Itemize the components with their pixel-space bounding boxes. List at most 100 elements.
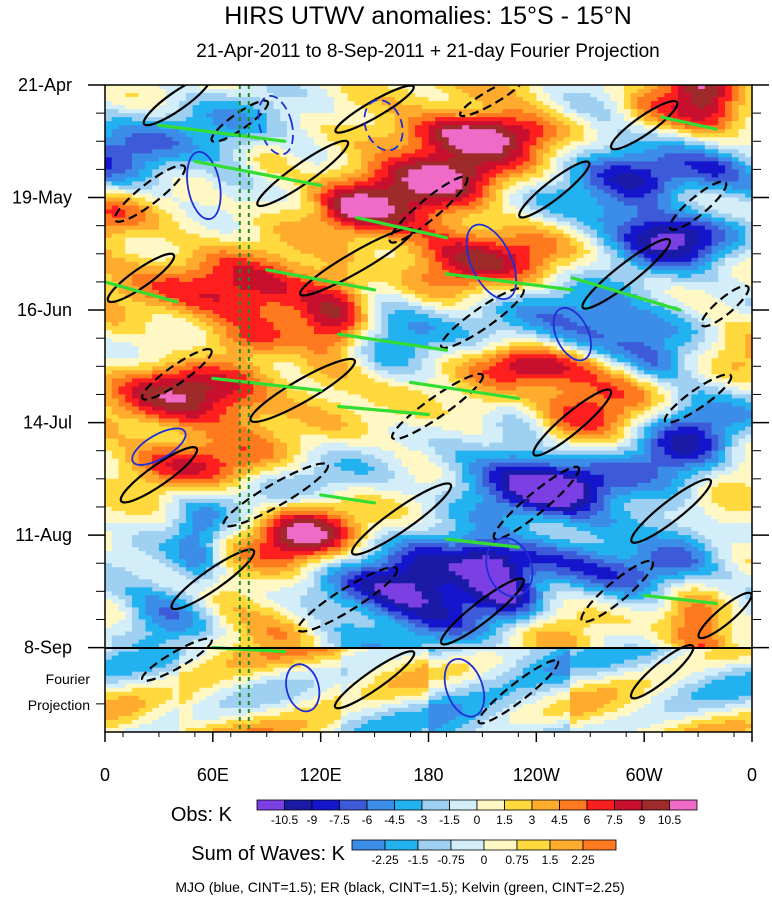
field-cell [603,89,612,94]
field-cell [179,177,187,183]
field-cell [495,269,504,275]
field-cell [118,85,126,90]
field-cell [731,241,740,247]
field-cell [630,241,639,247]
field-cell [131,85,140,90]
field-cell [516,241,524,247]
field-cell [327,129,335,134]
field-cell [623,145,632,150]
field-cell [388,265,396,271]
field-cell [482,173,490,179]
field-cell [340,101,349,106]
field-cell [131,101,140,106]
field-cell [239,197,248,203]
field-cell [273,93,281,98]
field-cell [185,245,194,251]
field-cell [549,181,558,187]
field-cell [145,109,153,114]
field-cell [502,241,510,247]
field-cell [691,273,699,279]
field-cell [280,253,288,259]
field-cell [152,85,160,90]
field-cell [543,141,551,146]
field-cell [233,273,241,279]
field-cell [280,113,288,118]
field-cell [489,229,497,235]
field-cell [361,225,369,231]
field-cell [617,141,625,146]
field-cell [455,125,463,130]
field-cell [617,281,625,287]
field-cell [529,277,537,283]
field-cell [475,213,484,219]
field-cell [704,177,713,183]
field-cell [111,197,120,203]
field-cell [529,173,537,179]
field-cell [367,157,376,162]
field-cell [212,229,221,235]
field-cell [549,189,558,195]
field-cell [664,113,672,118]
field-cell [172,93,180,98]
field-cell [489,109,497,114]
field-cell [448,93,457,98]
field-cell [650,189,659,195]
field-cell [489,237,497,243]
field-cell [428,113,436,118]
field-cell [158,257,167,263]
field-cell [415,169,423,175]
field-cell [698,205,706,211]
field-cell [354,149,362,154]
field-cell [475,289,484,295]
field-cell [307,269,315,275]
field-cell [718,133,726,138]
field-cell [549,117,558,122]
field-cell [212,125,221,130]
field-cell [185,285,194,291]
field-cell [556,245,564,251]
field-cell [158,277,167,283]
field-cell [172,241,180,247]
field-cell [441,125,450,130]
field-cell [677,225,686,231]
field-cell [172,129,180,134]
field-cell [691,125,699,130]
field-cell [617,269,625,275]
field-cell [684,261,692,267]
field-cell [206,289,214,295]
field-cell [199,273,207,279]
field-cell [590,273,598,279]
field-cell [704,93,713,98]
field-cell [361,229,369,235]
field-cell [435,149,443,154]
field-cell [219,125,227,130]
field-cell [354,145,362,150]
field-cell [725,169,733,175]
field-cell [502,197,510,203]
field-cell [206,173,214,179]
field-cell [286,133,295,138]
field-cell [543,177,551,183]
field-cell [637,165,645,170]
field-cell [462,221,470,227]
field-cell [226,201,234,207]
field-cell [441,217,450,223]
field-cell [738,125,746,130]
field-cell [691,277,699,283]
field-cell [448,157,457,162]
field-cell [468,85,477,90]
field-cell [556,253,564,259]
field-cell [152,201,160,207]
field-cell [671,273,679,279]
field-cell [219,141,227,146]
field-cell [448,145,457,150]
field-cell [185,233,194,239]
field-cell [401,141,409,146]
field-cell [374,121,382,126]
field-cell [374,101,382,106]
field-cell [563,281,571,287]
field-cell [543,281,551,287]
field-cell [105,245,113,251]
field-cell [711,153,719,158]
field-cell [179,89,187,94]
